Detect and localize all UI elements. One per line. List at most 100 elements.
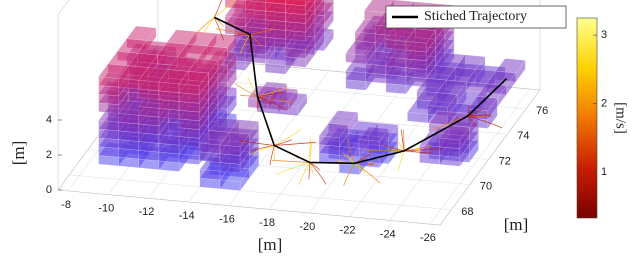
trajectory: [274, 139, 292, 146]
trajectory: [397, 140, 405, 152]
trajectory: [234, 83, 258, 97]
x-tick-label: -22: [340, 225, 356, 237]
trajectory: [400, 129, 405, 151]
voxel-face: [427, 92, 458, 108]
trajectory: [404, 145, 431, 152]
trajectory: [467, 115, 503, 129]
voxel-face: [224, 0, 246, 10]
trajectory: [274, 141, 317, 146]
trajectory: [214, 17, 224, 41]
colorbar-tick-label: 1: [601, 166, 607, 178]
voxel-face: [345, 40, 376, 56]
x-tick-label: -24: [380, 228, 396, 240]
x-tick-label: -20: [299, 221, 315, 233]
colorbar-tick-label: 3: [601, 29, 607, 41]
grid-line: [268, 74, 370, 210]
voxel-face: [439, 125, 470, 141]
trajectory: [382, 144, 405, 152]
voxel-face: [476, 83, 507, 99]
trajectory: [203, 17, 215, 34]
trajectory: [404, 148, 442, 152]
voxel-face: [318, 122, 349, 138]
trajectory: [215, 28, 250, 35]
x-tick-label: -8: [61, 199, 71, 211]
x-tick-label: -14: [179, 210, 195, 222]
trajectory: [467, 114, 491, 117]
grid-line: [429, 88, 531, 225]
trajectory: [257, 91, 285, 97]
colorbar-label: [m/s]: [613, 102, 629, 134]
voxel-face: [358, 126, 390, 142]
legend-label: Stiched Trajectory: [424, 9, 527, 24]
trajectories: [196, 0, 508, 186]
trajectory: [274, 129, 301, 146]
trajectory: [269, 145, 275, 165]
voxels: [98, 0, 526, 192]
trajectory: [239, 34, 251, 55]
trajectory: [343, 163, 355, 186]
legend-box: [385, 5, 567, 29]
axes-box: [57, 0, 541, 226]
voxel-face: [314, 0, 317, 3]
stitched-trajectory: [214, 16, 508, 165]
grid-line: [69, 174, 452, 211]
trajectory: [354, 163, 366, 174]
trajectory: [249, 145, 275, 156]
voxel-face: [328, 110, 359, 126]
y-tick-label: 76: [536, 105, 548, 117]
voxel-face: [126, 25, 157, 41]
trajectory: [214, 0, 223, 18]
voxel-face: [244, 0, 268, 3]
z-tick-label: 4: [46, 114, 52, 126]
trajectory: [309, 162, 327, 185]
voxel-face: [285, 0, 306, 7]
x-axis-label: [m]: [258, 235, 283, 254]
axes: -8 -10 -12 -14 -16 -18 -20 -22 -24 -26 68 70 72 74 76 0…: [46, 105, 548, 244]
trajectory: [257, 95, 271, 105]
trajectory: [404, 150, 434, 154]
trajectory: [308, 162, 311, 180]
z-tick-label: 2: [46, 149, 52, 161]
voxel-face: [436, 79, 467, 95]
voxel-face: [178, 71, 209, 87]
voxel-face: [265, 0, 286, 5]
trajectory: [196, 17, 215, 34]
trajectory: [276, 162, 310, 175]
trajectory: [309, 162, 314, 174]
trajectory: [240, 95, 258, 97]
x-tick-label: -10: [98, 203, 114, 215]
colorbar-tick-label: 2: [601, 98, 607, 110]
x-tick-label: -12: [139, 206, 155, 218]
y-tick-label: 68: [461, 206, 473, 218]
z-axis-label: [m]: [9, 141, 28, 166]
y-tick-label: 70: [480, 181, 492, 193]
voxel-face: [405, 28, 436, 44]
voxel-face: [324, 0, 334, 17]
y-axis-label: [m]: [504, 215, 529, 234]
trajectory: [239, 140, 275, 146]
y-tick-label: 72: [499, 155, 511, 167]
trajectory: [365, 149, 405, 152]
x-tick-label: -26: [420, 232, 436, 244]
voxel-face: [305, 0, 311, 7]
trajectory: [346, 138, 355, 164]
trajectory: [249, 34, 262, 47]
trajectory: [467, 115, 477, 127]
colorbar: [576, 17, 598, 219]
z-tick-label: 0: [46, 184, 52, 196]
voxel-face: [305, 0, 316, 16]
trajectory: [397, 150, 405, 172]
voxel-face: [455, 54, 486, 70]
voxel-face: [127, 52, 158, 68]
trajectory: [249, 28, 275, 35]
voxel-face: [495, 58, 526, 74]
trajectory: [214, 0, 235, 18]
x-tick-label: -16: [219, 214, 235, 226]
trajectory: [298, 162, 311, 186]
trajectory: [272, 159, 310, 163]
voxel-face: [219, 132, 250, 147]
trajectory: [257, 95, 294, 104]
y-tick-label: 74: [517, 130, 529, 142]
x-tick-label: -18: [259, 217, 275, 229]
